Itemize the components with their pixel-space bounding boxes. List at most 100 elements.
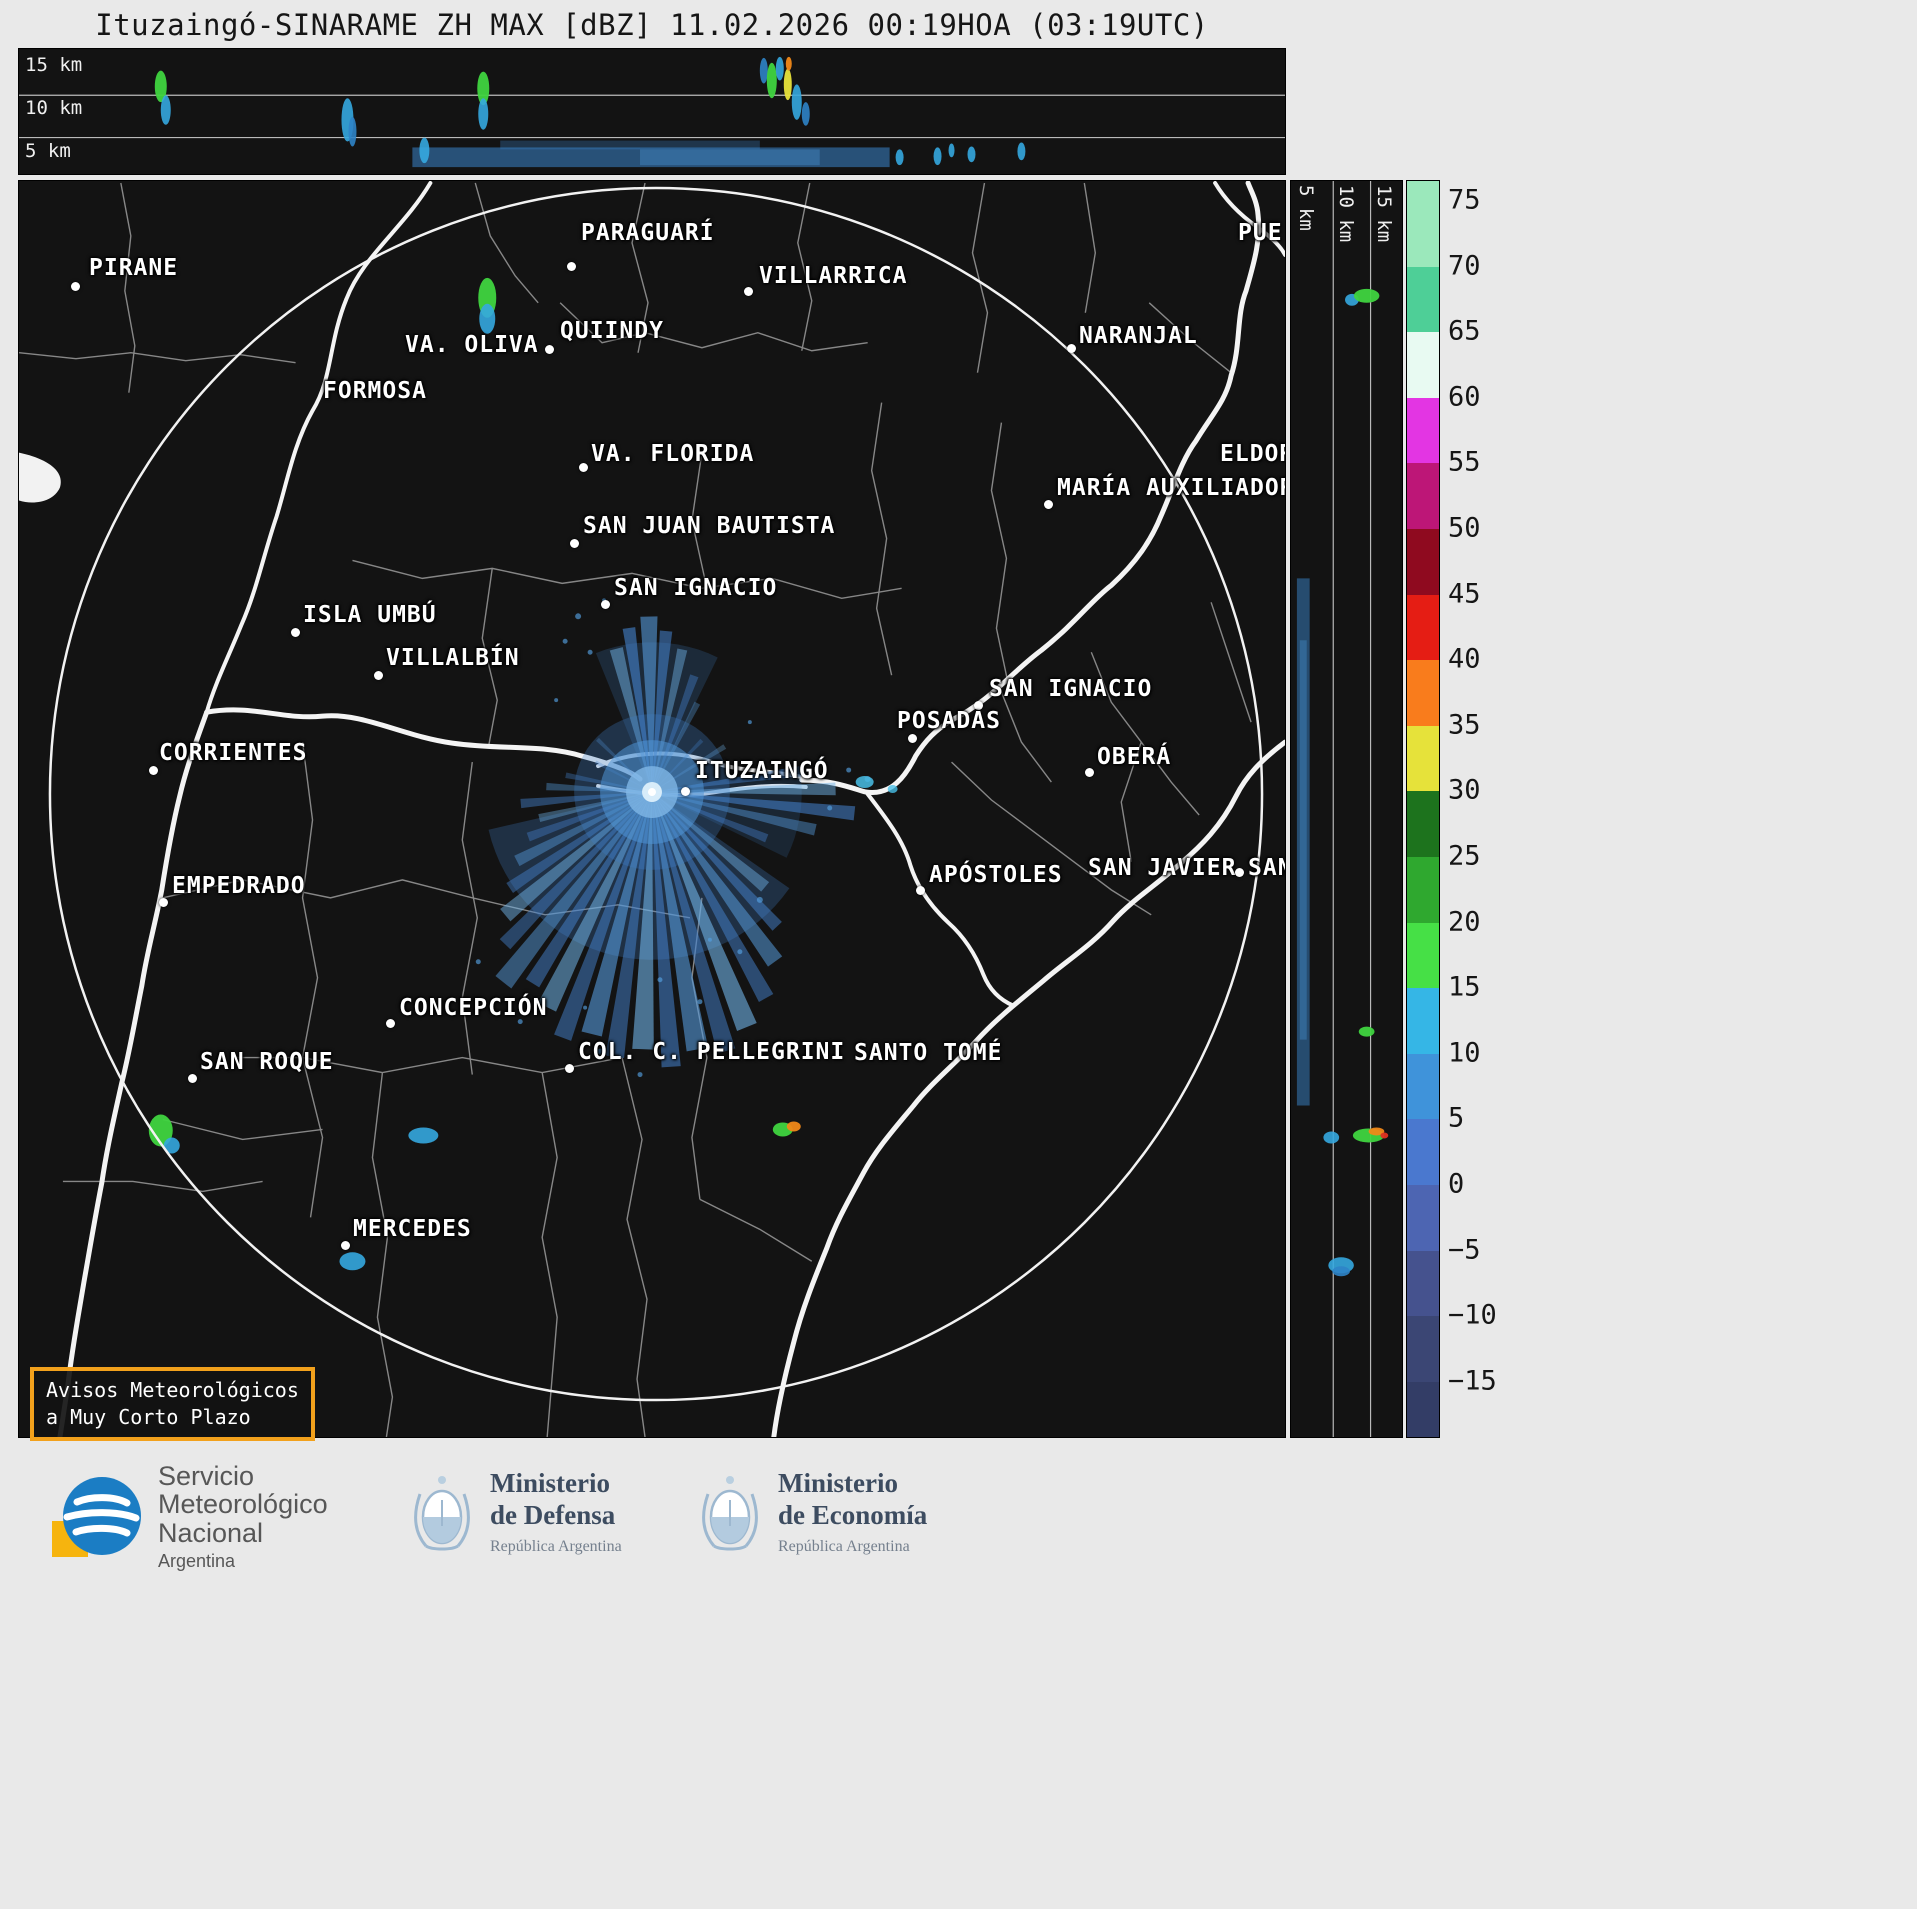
city-dot [148, 765, 158, 775]
city-label: EMPEDRADO [172, 873, 306, 899]
cross-section-echo [775, 56, 784, 81]
coat-of-arms-defensa [414, 1475, 470, 1551]
city-label: VILLARRICA [759, 263, 908, 289]
city-label: APÓSTOLES [929, 862, 1063, 888]
city-label: PUE [1238, 220, 1283, 246]
cross-section-echo [419, 137, 430, 164]
cross-section-echo [154, 70, 167, 103]
echo-blob [855, 776, 874, 789]
economia-text: Ministerio de Economía República Argenti… [778, 1468, 927, 1556]
city-dot [1066, 343, 1076, 353]
economia-title-2: de Economía [778, 1499, 928, 1530]
ministry-economia-group: Ministerio de Economía República Argenti… [700, 1468, 927, 1556]
colorbar-tick-label: −5 [1448, 1234, 1481, 1266]
city-dot [566, 261, 576, 271]
cross-section-echo [783, 68, 792, 101]
smn-logo-group: Servicio Meteorológico Nacional Argentin… [50, 1462, 328, 1572]
city-label: ELDOR [1220, 441, 1285, 467]
echo-speckle [637, 1072, 643, 1078]
echo-speckle [756, 896, 763, 903]
map-graphics [19, 181, 1285, 1437]
parana-river-east [799, 181, 1262, 795]
smn-logo [52, 1477, 141, 1558]
echo-speckle [737, 949, 743, 955]
echo-blob [479, 303, 496, 334]
colorbar-segment [1407, 594, 1439, 661]
echo-speckle [583, 1005, 588, 1010]
side-cross-section-panel: 5 km 10 km 15 km [1290, 180, 1403, 1438]
echo-center [648, 788, 656, 797]
echo-blob [148, 1114, 173, 1147]
city-dot [158, 897, 168, 907]
defensa-text: Ministerio de Defensa República Argentin… [490, 1468, 622, 1556]
defensa-title-1: Ministerio [490, 1468, 610, 1498]
city-label: SAN JUAN BAUTISTA [583, 513, 836, 539]
colorbar-segment [1407, 1316, 1439, 1382]
altitude-label-5km-side: 5 km [1295, 185, 1317, 231]
top-cross-section-panel: 15 km 10 km 5 km [18, 48, 1286, 175]
echo-ray [581, 792, 652, 1037]
echo-ray [652, 792, 709, 1052]
cross-section-echo [785, 56, 792, 71]
economia-subtitle: República Argentina [778, 1537, 910, 1555]
echo-speckle [554, 698, 559, 703]
altitude-gridlines-vertical [1332, 181, 1372, 1437]
city-dot [385, 1018, 395, 1028]
city-label: SAN JAVIER [1088, 855, 1237, 881]
cross-section-echo [348, 116, 357, 147]
colorbar-tick-label: 25 [1448, 840, 1481, 872]
misiones-border [865, 792, 1016, 1008]
cross-section-echo [791, 84, 802, 120]
cross-section-echo [1332, 1266, 1350, 1277]
echo-ray [652, 792, 736, 1054]
cross-section-echo [1353, 288, 1380, 303]
colorbar-tick-label: 15 [1448, 971, 1481, 1003]
city-label: SAN [1248, 855, 1285, 881]
city-label: SAN ROQUE [200, 1049, 334, 1075]
echo-ray [554, 792, 652, 1041]
cross-section-echo [801, 102, 810, 126]
colorbar-segment [1407, 1119, 1439, 1185]
smn-country: Argentina [158, 1551, 236, 1572]
page-title: Ituzaingó-SINARAME ZH MAX [dBZ] 11.02.20… [95, 8, 1209, 42]
colorbar-segment [1407, 1250, 1439, 1317]
city-label: VA. OLIVA [405, 332, 539, 358]
smn-line-1: Servicio [158, 1461, 255, 1491]
cross-section-echo [967, 146, 976, 163]
radar-range-circle [48, 186, 1264, 1402]
advisory-line1: Avisos Meteorológicos [46, 1378, 299, 1402]
altitude-label-10km: 10 km [25, 97, 83, 119]
coat-of-arms-economia [702, 1475, 758, 1551]
city-dot [544, 344, 554, 354]
cross-section-echo-band [1296, 578, 1310, 1106]
smn-line-2: Meteorológico [158, 1489, 328, 1520]
city-label: CORRIENTES [159, 740, 308, 766]
cross-section-echo [1368, 1127, 1385, 1136]
colorbar-tick-label: 50 [1448, 512, 1481, 544]
colorbar-segment [1407, 922, 1439, 989]
city-dot [915, 885, 925, 895]
colorbar-segment [1407, 988, 1439, 1054]
city-layer: PIRANE PARAGUARÍ VILLARRICA VA. OLIVA QUIIND… [19, 181, 1285, 1437]
city-dot [1084, 767, 1094, 777]
colorbar-segment [1407, 266, 1439, 333]
cross-section-echo-band [500, 140, 760, 150]
echo-speckle [657, 977, 663, 983]
colorbar-segment [1407, 397, 1439, 464]
echo-blob [887, 785, 898, 794]
city-label: PARAGUARÍ [581, 220, 715, 246]
cross-section-echo [948, 143, 955, 158]
cross-section-echo [895, 149, 904, 166]
cross-section-echo [1358, 1026, 1375, 1037]
city-label: QUIINDY [560, 318, 664, 344]
city-dot [578, 462, 588, 472]
map-panel: PIRANE PARAGUARÍ VILLARRICA VA. OLIVA QUIIND… [18, 180, 1286, 1438]
city-label: FORMOSA [323, 378, 427, 404]
colorbar-tick-label: 40 [1448, 643, 1481, 675]
colorbar-tick-label: 45 [1448, 578, 1481, 610]
altitude-label-15km: 15 km [25, 54, 83, 76]
uruguay-river [771, 739, 1285, 1437]
city-label: SAN IGNACIO [614, 575, 778, 601]
colorbar-tick-label: −15 [1448, 1365, 1497, 1397]
